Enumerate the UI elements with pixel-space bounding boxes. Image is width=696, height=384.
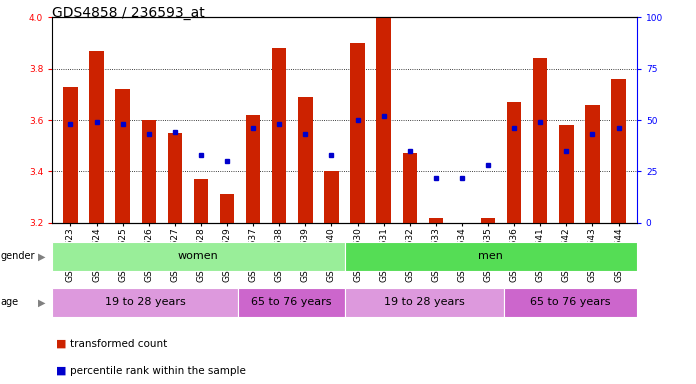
- Bar: [324, 171, 339, 223]
- Bar: [238, 288, 345, 317]
- Text: GDS4858 / 236593_at: GDS4858 / 236593_at: [52, 6, 205, 20]
- Text: 65 to 76 years: 65 to 76 years: [251, 297, 331, 308]
- Bar: [272, 48, 287, 223]
- Bar: [246, 115, 260, 223]
- Bar: [402, 153, 417, 223]
- Bar: [298, 97, 313, 223]
- Bar: [429, 218, 443, 223]
- Bar: [559, 125, 574, 223]
- Bar: [116, 89, 130, 223]
- Bar: [141, 120, 156, 223]
- Text: ■: ■: [56, 366, 66, 376]
- Bar: [193, 179, 208, 223]
- Bar: [345, 242, 637, 271]
- Text: transformed count: transformed count: [70, 339, 167, 349]
- Bar: [350, 43, 365, 223]
- Bar: [63, 87, 78, 223]
- Bar: [611, 79, 626, 223]
- Bar: [504, 288, 637, 317]
- Text: percentile rank within the sample: percentile rank within the sample: [70, 366, 246, 376]
- Bar: [533, 58, 548, 223]
- Bar: [377, 17, 391, 223]
- Bar: [89, 51, 104, 223]
- Bar: [220, 194, 235, 223]
- Text: ▶: ▶: [38, 251, 46, 262]
- Bar: [168, 133, 182, 223]
- Bar: [585, 104, 600, 223]
- Text: 65 to 76 years: 65 to 76 years: [530, 297, 610, 308]
- Text: men: men: [478, 251, 503, 262]
- Text: gender: gender: [1, 251, 35, 262]
- Bar: [52, 242, 345, 271]
- Text: ■: ■: [56, 339, 66, 349]
- Bar: [507, 102, 521, 223]
- Text: age: age: [1, 297, 19, 308]
- Text: 19 to 28 years: 19 to 28 years: [105, 297, 186, 308]
- Bar: [481, 218, 496, 223]
- Text: women: women: [178, 251, 219, 262]
- Text: ▶: ▶: [38, 297, 46, 308]
- Text: 19 to 28 years: 19 to 28 years: [384, 297, 465, 308]
- Bar: [52, 288, 238, 317]
- Bar: [345, 288, 504, 317]
